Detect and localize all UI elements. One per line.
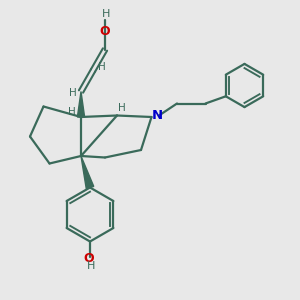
Text: H: H: [98, 62, 105, 72]
Text: H: H: [101, 8, 110, 19]
Text: H: H: [69, 88, 76, 98]
Polygon shape: [77, 92, 85, 117]
Text: O: O: [83, 251, 94, 265]
Text: N: N: [152, 109, 163, 122]
Polygon shape: [81, 156, 94, 189]
Text: H: H: [118, 103, 126, 113]
Text: H: H: [87, 261, 96, 271]
Text: O: O: [99, 25, 110, 38]
Text: H: H: [68, 106, 76, 117]
